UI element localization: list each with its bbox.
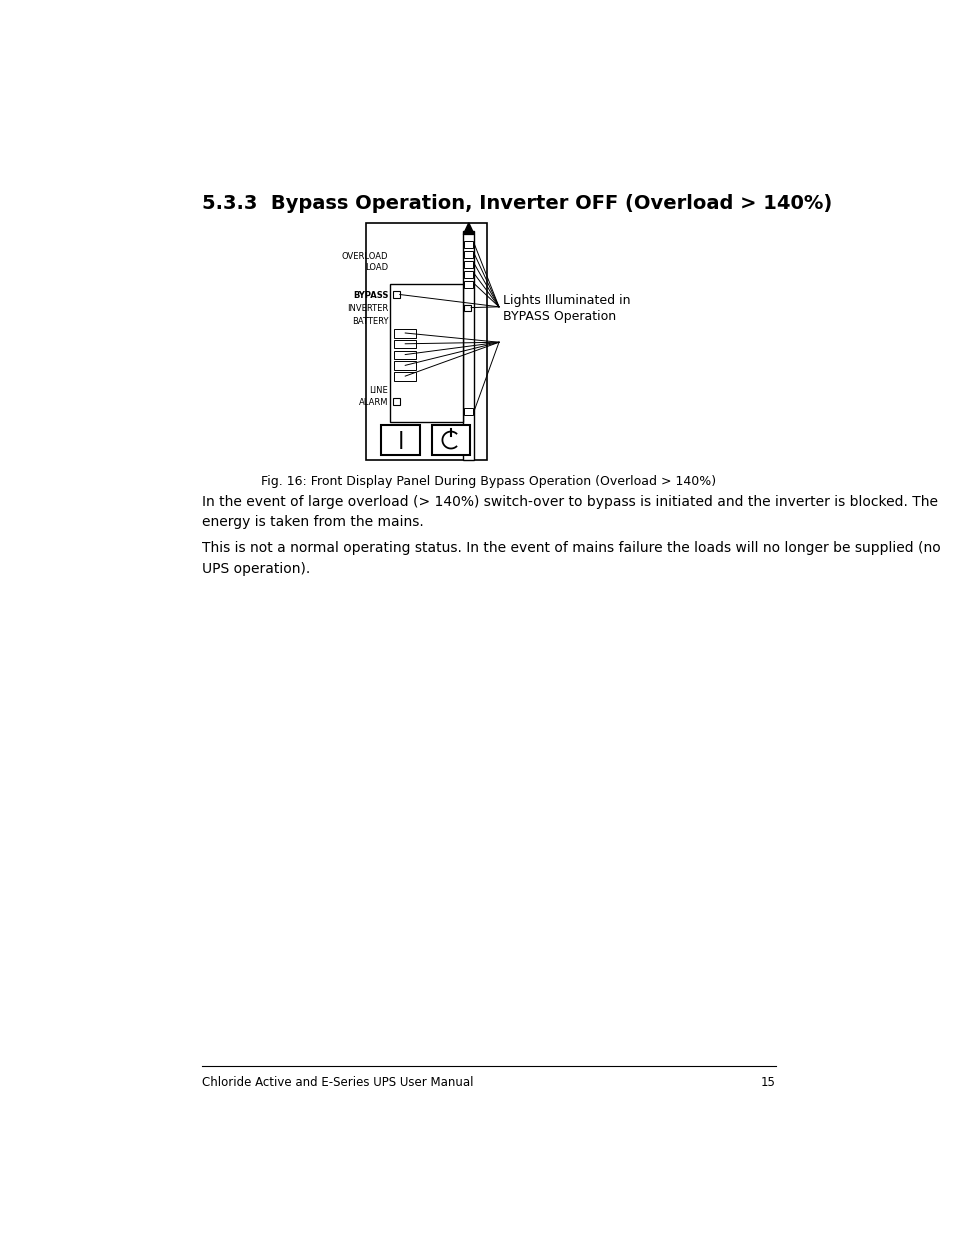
Bar bbox=[464, 305, 471, 311]
Text: LINE: LINE bbox=[369, 387, 388, 395]
Bar bbox=[390, 284, 463, 421]
Bar bbox=[394, 330, 416, 337]
Bar bbox=[464, 241, 473, 247]
Text: LOAD: LOAD bbox=[365, 263, 388, 272]
Bar bbox=[431, 425, 470, 454]
Text: |: | bbox=[396, 431, 403, 450]
Bar bbox=[393, 399, 399, 405]
Bar bbox=[381, 425, 419, 454]
Text: OVERLOAD: OVERLOAD bbox=[341, 252, 388, 261]
Polygon shape bbox=[463, 222, 474, 235]
Bar bbox=[464, 251, 473, 258]
Bar bbox=[463, 231, 474, 461]
Text: BYPASS: BYPASS bbox=[353, 290, 388, 300]
Text: Fig. 16: Front Display Panel During Bypass Operation (Overload > 140%): Fig. 16: Front Display Panel During Bypa… bbox=[261, 475, 716, 489]
Bar bbox=[394, 340, 416, 348]
Text: INVERTER: INVERTER bbox=[347, 304, 388, 312]
Text: Chloride Active and E-Series UPS User Manual: Chloride Active and E-Series UPS User Ma… bbox=[202, 1076, 474, 1089]
Text: 5.3.3  Bypass Operation, Inverter OFF (Overload > 140%): 5.3.3 Bypass Operation, Inverter OFF (Ov… bbox=[202, 194, 832, 214]
Text: ALARM: ALARM bbox=[358, 398, 388, 406]
Text: 15: 15 bbox=[760, 1076, 775, 1089]
Bar bbox=[394, 362, 416, 370]
Bar bbox=[464, 270, 473, 278]
Text: In the event of large overload (> 140%) switch-over to bypass is initiated and t: In the event of large overload (> 140%) … bbox=[202, 495, 937, 530]
Bar bbox=[393, 291, 399, 299]
Text: BYPASS Operation: BYPASS Operation bbox=[502, 310, 616, 322]
Bar bbox=[394, 351, 416, 359]
Bar bbox=[365, 222, 487, 461]
Bar bbox=[464, 408, 473, 415]
Text: This is not a normal operating status. In the event of mains failure the loads w: This is not a normal operating status. I… bbox=[202, 541, 940, 576]
Text: BATTERY: BATTERY bbox=[352, 317, 388, 326]
Bar bbox=[394, 372, 416, 380]
Bar bbox=[464, 261, 473, 268]
Bar bbox=[464, 280, 473, 288]
Text: Lights Illuminated in: Lights Illuminated in bbox=[502, 294, 630, 308]
